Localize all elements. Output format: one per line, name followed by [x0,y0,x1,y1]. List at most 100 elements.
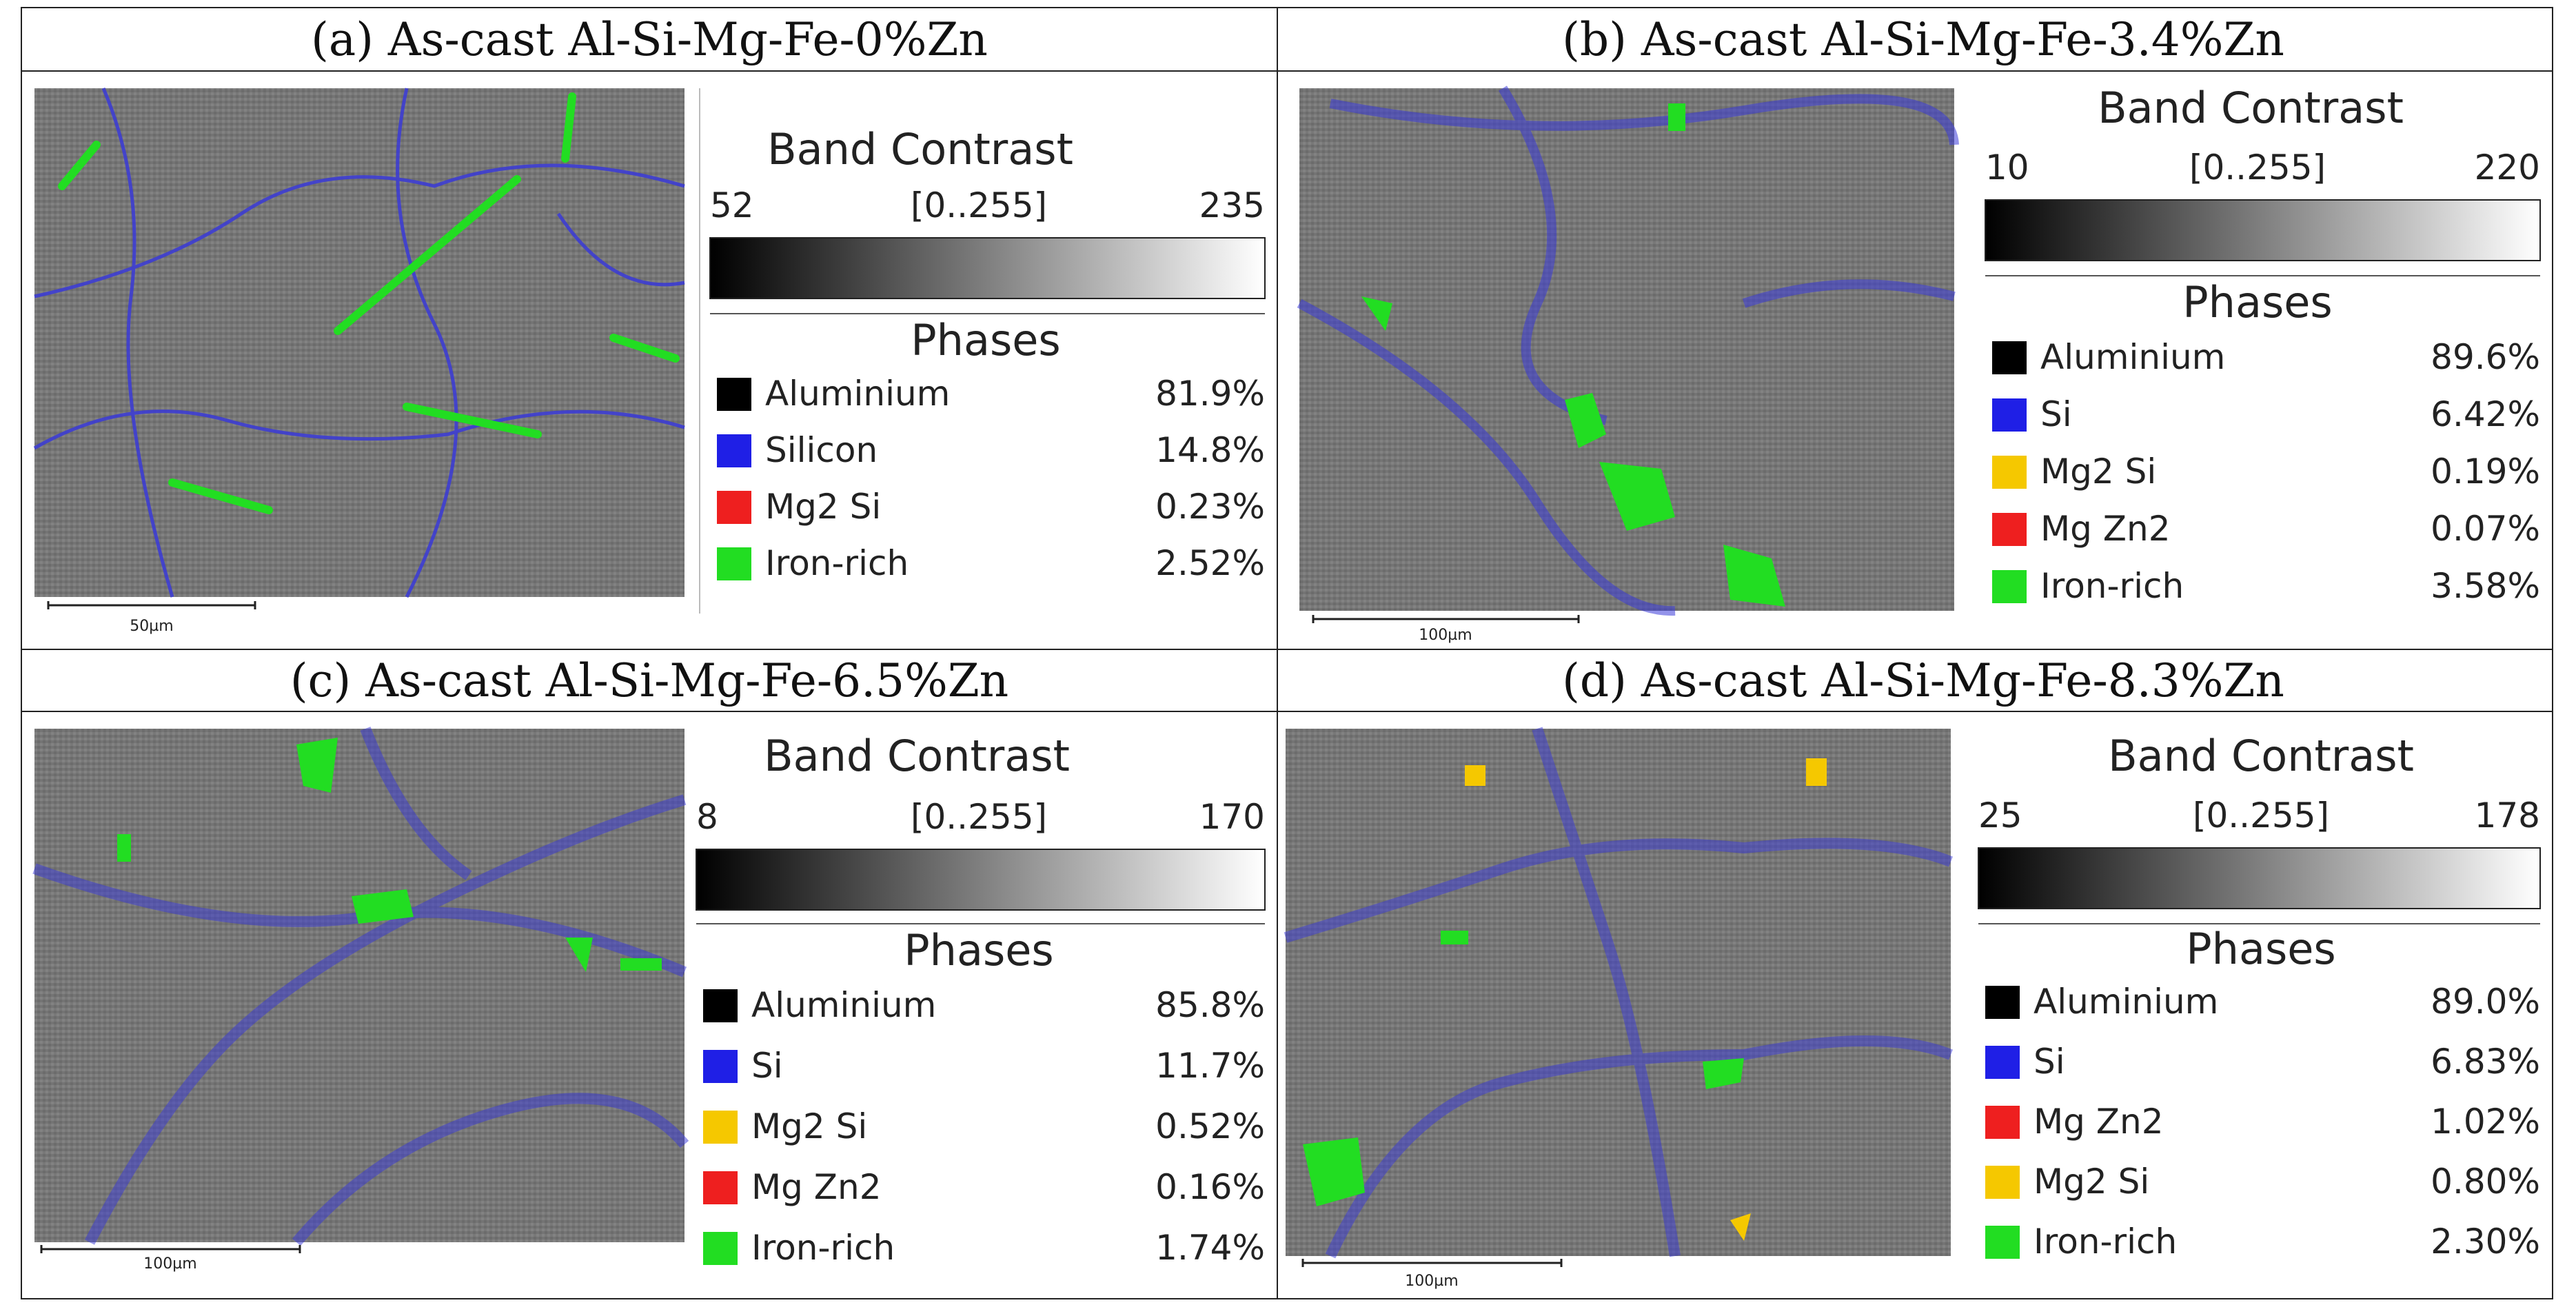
panel-b-band-min: 10 [1985,148,2029,188]
phase-row: Silicon 14.8% [717,430,1265,470]
phase-swatch [703,1050,738,1083]
phase-percent: 6.83% [2431,1042,2540,1082]
phase-swatch [717,491,751,524]
phase-name: Mg2 Si [751,1106,867,1146]
panel-d-band-gradient [1978,847,2541,909]
phase-name: Iron-rich [2034,1222,2177,1262]
panel-b-micrograph: 100µm [1297,85,1959,644]
phase-percent: 81.9% [1155,374,1265,414]
phase-row: Mg Zn2 0.07% [1992,509,2540,549]
phase-row: Mg2 Si 0.19% [1992,452,2540,492]
panel-a-band-contrast-heading: Band Contrast [767,124,1073,174]
panel-a-micrograph: 50µm [33,88,685,635]
phase-row: Aluminium 81.9% [717,374,1265,414]
panel-d: (d) As-cast Al-Si-Mg-Fe-8.3%Zn 100µm [1284,654,2541,1290]
panel-b-band-gradient [1985,199,2541,261]
phase-percent: 89.6% [2431,337,2540,377]
panel-c-band-range: [0..255] [911,797,1047,837]
ebsd-phase-map-figure: (a) As-cast Al-Si-Mg-Fe-0%Zn 50µm [21,7,2553,1299]
phase-row: Iron-rich 2.30% [1985,1222,2540,1262]
phase-percent: 85.8% [1155,985,1265,1025]
panel-c-band-max: 170 [1199,797,1265,837]
iron-rich-particles [1303,931,1744,1206]
phase-percent: 0.16% [1155,1167,1265,1207]
phase-name: Aluminium [2040,337,2225,377]
phase-percent: 2.52% [1155,543,1265,583]
panel-c-micrograph: 100µm [32,727,689,1273]
phase-row: Iron-rich 2.52% [717,543,1265,583]
iron-rich-particles [117,738,662,972]
panel-a-phases-heading: Phases [911,315,1060,365]
phase-swatch [1992,570,2027,603]
panel-a-legend: Band Contrast 52 [0..255] 235 Phases Alu… [699,88,1266,614]
phase-swatch [1985,1226,2020,1259]
phase-name: Si [751,1046,783,1086]
panel-d-band-max: 178 [2475,796,2540,836]
phase-swatch [1985,986,2020,1019]
panel-c: (c) As-cast Al-Si-Mg-Fe-6.5%Zn 100µm [32,654,1266,1273]
phase-row: Aluminium 89.0% [1985,982,2540,1022]
phase-name: Mg2 Si [765,487,881,527]
panel-d-phase-list: Aluminium 89.0% Si 6.83% Mg Zn2 1.02% Mg2 Si 0.… [1985,982,2540,1262]
phase-row: Mg2 Si 0.80% [1985,1162,2540,1202]
phase-name: Iron-rich [2040,566,2184,606]
panel-c-scale-label: 100µm [143,1255,196,1273]
panel-d-scale-label: 100µm [1405,1273,1458,1290]
phase-row: Mg2 Si 0.52% [703,1106,1265,1146]
phase-name: Aluminium [751,985,936,1025]
panel-a-title: (a) As-cast Al-Si-Mg-Fe-0%Zn [311,13,988,66]
panel-c-band-contrast-heading: Band Contrast [764,731,1070,781]
phase-percent: 0.80% [2431,1162,2540,1202]
panel-c-legend: Band Contrast 8 [0..255] 170 Phases Alum… [696,731,1266,1268]
panel-b-scale-label: 100µm [1419,627,1472,644]
phase-percent: 6.42% [2431,394,2540,434]
panel-c-band-gradient [696,849,1266,911]
silicon-network [33,88,685,598]
iron-rich-particles [1361,103,1785,607]
panel-c-title: (c) As-cast Al-Si-Mg-Fe-6.5%Zn [290,654,1008,707]
panel-a-band-range: [0..255] [911,185,1047,225]
figure-grid [21,7,2553,1299]
phase-swatch [703,1232,738,1265]
phase-name: Si [2034,1042,2065,1082]
phase-name: Iron-rich [751,1228,895,1268]
phase-row: Si 6.83% [1985,1042,2540,1082]
phase-name: Mg2 Si [2034,1162,2149,1202]
phase-name: Mg Zn2 [2034,1102,2164,1142]
panel-a-band-min: 52 [710,185,754,225]
phase-percent: 11.7% [1155,1046,1265,1086]
phase-row: Iron-rich 1.74% [703,1228,1265,1268]
phase-percent: 0.23% [1155,487,1265,527]
phase-percent: 0.07% [2431,509,2540,549]
phase-swatch [1985,1166,2020,1199]
phase-swatch [717,434,751,467]
panel-b-phase-list: Aluminium 89.6% Si 6.42% Mg2 Si 0.19% Mg Zn2 0.… [1992,337,2540,606]
panel-b-title: (b) As-cast Al-Si-Mg-Fe-3.4%Zn [1562,13,2284,66]
panel-a-scale-label: 50µm [130,618,173,635]
phase-row: Mg Zn2 0.16% [703,1167,1265,1207]
phase-row: Si 6.42% [1992,394,2540,434]
panel-d-band-contrast-heading: Band Contrast [2108,731,2414,781]
phase-swatch [1985,1046,2020,1079]
phase-percent: 1.02% [2431,1102,2540,1142]
panel-d-micrograph: 100µm [1284,727,1953,1290]
mg2si-particles [1465,758,1827,1241]
phase-name: Mg Zn2 [2040,509,2171,549]
panel-a-phase-list: Aluminium 81.9% Silicon 14.8% Mg2 Si 0.23% Iro… [717,374,1265,583]
phase-name: Aluminium [2034,982,2218,1022]
phase-swatch [1992,341,2027,374]
panel-d-title: (d) As-cast Al-Si-Mg-Fe-8.3%Zn [1562,654,2284,707]
panel-b-band-contrast-heading: Band Contrast [2098,83,2404,133]
phase-swatch [1992,513,2027,546]
phase-name: Si [2040,394,2072,434]
phase-name: Mg2 Si [2040,452,2156,492]
phase-name: Silicon [765,430,878,470]
panel-b-legend: Band Contrast 10 [0..255] 220 Phases Alu… [1985,83,2541,606]
phase-swatch [717,378,751,411]
panel-a-band-gradient [709,237,1266,299]
phase-swatch [703,1171,738,1204]
phase-swatch [1992,456,2027,489]
phase-percent: 0.19% [2431,452,2540,492]
phase-swatch [703,989,738,1022]
phase-swatch [703,1111,738,1144]
